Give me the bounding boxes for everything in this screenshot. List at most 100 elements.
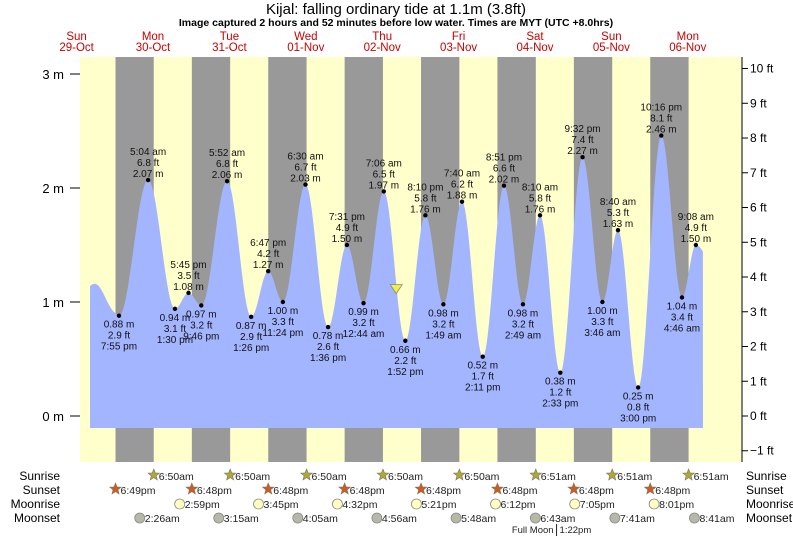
- moonset-time: 6:43am: [540, 513, 575, 525]
- tide-label: 1.63 m: [603, 219, 634, 230]
- low-tide-point: 0.25 m0.8 ft3:00 pm: [620, 385, 656, 425]
- tide-label: 2.9 ft: [240, 332, 262, 343]
- tide-label: 1.7 ft: [472, 372, 494, 383]
- tide-label: 0.97 m: [186, 309, 217, 320]
- moon-phase-time: 1:22pm: [560, 525, 592, 536]
- tide-label: 0.38 m: [545, 377, 576, 388]
- tide-label: 8:10 am: [522, 182, 558, 193]
- tide-area: [90, 135, 703, 428]
- tide-dot: [600, 299, 605, 305]
- sunrise-icon: [376, 468, 390, 481]
- high-tide-point: 6:47 pm4.2 ft1.27 m: [250, 238, 286, 274]
- moonrise-time: 8:01pm: [659, 499, 694, 511]
- day-name: Sat: [526, 31, 544, 43]
- moonrise-icon: [411, 498, 422, 510]
- right-axis-tick-label: 4 ft: [750, 270, 767, 284]
- sunset-icon: [490, 482, 504, 495]
- moonrise-time: 2:59pm: [185, 499, 220, 511]
- tide-label: 9:46 pm: [183, 331, 219, 342]
- tide-label: 2.9 ft: [108, 331, 130, 342]
- low-tide-point: 0.87 m2.9 ft1:26 pm: [233, 314, 269, 354]
- right-axis-tick-label: 10 ft: [750, 62, 774, 76]
- sunset-icon: [261, 482, 275, 495]
- high-tide-point: 7:06 am6.5 ft1.97 m: [366, 158, 402, 194]
- sunset-time: 6:48pm: [350, 485, 385, 497]
- chart-title: Kijal: falling ordinary tide at 1.1m (3.…: [266, 1, 526, 18]
- sunset-icon: [338, 482, 352, 495]
- tide-label: 3.2 ft: [190, 320, 212, 331]
- right-axis-tick-label: 2 ft: [750, 340, 767, 354]
- tide-label: 11:24 pm: [262, 328, 303, 339]
- high-tide-point: 8:10 am5.8 ft1.76 m: [522, 182, 558, 218]
- left-axis-tick-label: 1 m: [42, 295, 64, 310]
- right-axis-tick-label: 6 ft: [750, 201, 767, 215]
- sunset-time: 6:48pm: [426, 485, 461, 497]
- sunset-time: 6:48pm: [579, 485, 614, 497]
- tide-label: 2.07 m: [133, 169, 164, 180]
- moonrise-row-label-right: Moonrise: [746, 497, 793, 511]
- tide-label: 6.8 ft: [216, 159, 238, 170]
- day-date: 05-Nov: [593, 42, 630, 54]
- tide-label: 0.88 m: [104, 320, 135, 331]
- sunset-time: 6:48pm: [655, 485, 690, 497]
- tide-label: 1.00 m: [587, 306, 618, 317]
- tide-label: 7:55 pm: [101, 342, 137, 353]
- day-date: 04-Nov: [516, 42, 553, 54]
- tide-label: 12:44 am: [343, 329, 385, 340]
- tide-dot: [558, 370, 563, 375]
- sunset-time: 6:49pm: [120, 485, 155, 497]
- moonset-icon: [450, 512, 462, 524]
- moonset-row-label-right: Moonset: [746, 511, 793, 525]
- day-name: Thu: [372, 31, 392, 43]
- moonset-icon: [689, 512, 700, 524]
- moonrise-icon: [490, 498, 501, 510]
- sunrise-icon: [223, 468, 237, 481]
- tide-dot: [361, 300, 366, 306]
- moonrise-time: 5:21pm: [421, 499, 456, 511]
- day-name: Fri: [452, 31, 465, 43]
- moonset-icon: [213, 512, 225, 524]
- moonset-time: 7:41am: [620, 513, 655, 525]
- moonrise-icon: [174, 498, 186, 510]
- tide-label: 5:52 am: [209, 148, 245, 159]
- left-axis-tick-label: 2 m: [42, 181, 64, 196]
- day-date: 29-Oct: [59, 42, 94, 54]
- low-tide-point: 0.66 m2.2 ft1:52 pm: [387, 338, 423, 378]
- tide-dot: [199, 303, 204, 308]
- tide-label: 1.2 ft: [549, 388, 571, 399]
- sunrise-icon: [605, 468, 619, 481]
- sunrise-time: 6:51am: [617, 471, 652, 483]
- tide-label: 3.5 ft: [177, 271, 199, 282]
- high-tide-point: 7:40 am6.2 ft1.88 m: [444, 169, 480, 204]
- day-name: Wed: [294, 31, 317, 43]
- moonset-time: 5:48am: [461, 513, 496, 525]
- tide-label: 1.27 m: [253, 260, 284, 271]
- high-tide-point: 6:30 am6.7 ft2.03 m: [287, 152, 324, 187]
- right-axis-tick-label: 9 ft: [750, 96, 767, 110]
- sunset-icon: [109, 482, 122, 495]
- moonset-row-label: Moonset: [14, 511, 61, 525]
- moonrise-icon: [648, 498, 660, 510]
- tide-label: 5.8 ft: [529, 193, 551, 204]
- moonrise-icon: [253, 498, 264, 510]
- tide-label: 3.2 ft: [512, 319, 534, 330]
- tide-dot: [520, 302, 526, 307]
- moonrise-icon: [569, 498, 581, 510]
- tide-dot: [381, 189, 387, 194]
- moonset-time: 4:56am: [382, 513, 417, 525]
- sunset-time: 6:48pm: [273, 485, 308, 497]
- tide-dot: [325, 324, 331, 330]
- tide-dot: [635, 385, 641, 390]
- day-name: Sun: [601, 31, 621, 43]
- moonset-icon: [609, 512, 621, 524]
- day-name: Mon: [142, 31, 164, 43]
- tide-label: 6.8 ft: [137, 158, 159, 169]
- tide-label: 3.2 ft: [432, 319, 454, 330]
- tide-dot: [145, 177, 151, 183]
- right-axis-tick-label: 0 ft: [750, 409, 767, 423]
- right-axis-tick-label: 7 ft: [750, 166, 767, 180]
- tide-label: 5:04 am: [130, 147, 166, 158]
- right-axis-tick-label: −1 ft: [750, 444, 774, 458]
- tide-label: 1:36 pm: [310, 353, 346, 364]
- sunrise-time: 6:51am: [694, 471, 729, 483]
